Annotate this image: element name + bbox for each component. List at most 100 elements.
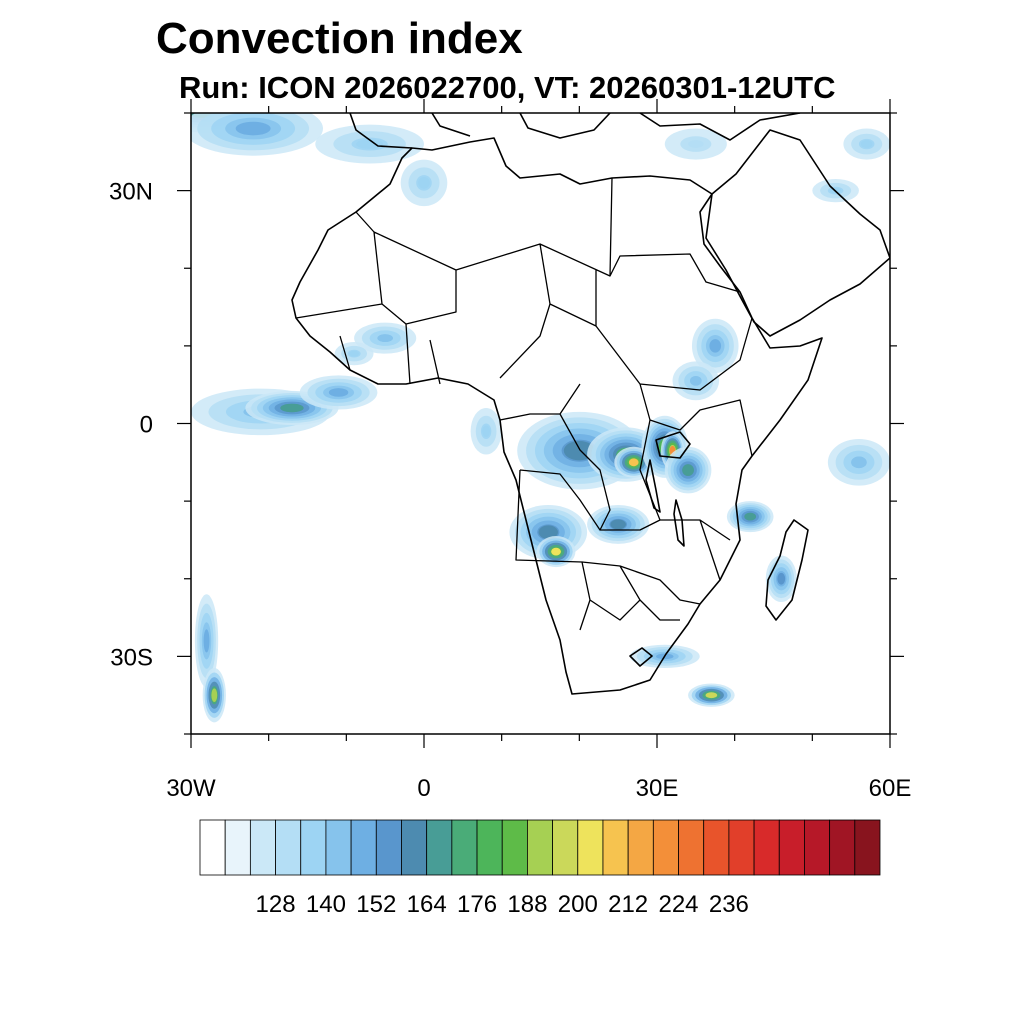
field-core bbox=[349, 350, 359, 357]
field-n-atlantic-band bbox=[191, 113, 324, 156]
colorbar-labels: 128 140 152 164 176 188 200 212 224 236 bbox=[256, 891, 749, 918]
field-tanzania bbox=[664, 446, 712, 494]
x-tick-label: 30W bbox=[166, 775, 216, 802]
colorbar-swatch bbox=[501, 819, 528, 876]
field-core bbox=[682, 464, 694, 476]
colorbar-swatch bbox=[275, 819, 302, 876]
colorbar-swatch bbox=[804, 819, 831, 876]
colorbar-swatch bbox=[678, 819, 705, 876]
colorbar-swatch bbox=[753, 819, 780, 876]
field-ethiopia-1 bbox=[691, 318, 739, 374]
field-core bbox=[482, 425, 491, 438]
field-core bbox=[860, 140, 873, 148]
colorbar-swatch bbox=[552, 819, 579, 876]
colorbar-swatch bbox=[703, 819, 730, 876]
field-core bbox=[563, 440, 595, 461]
map-subtitle: Run: ICON 2026022700, VT: 20260301-12UTC bbox=[179, 70, 836, 105]
field-w-africa-2 bbox=[334, 341, 374, 366]
field-core bbox=[235, 121, 271, 136]
colorbar-swatch bbox=[426, 819, 453, 876]
field-indian-ocean bbox=[827, 439, 890, 486]
colorbar-swatch bbox=[527, 819, 553, 876]
field-med-1 bbox=[315, 124, 424, 164]
arabia-coastline bbox=[705, 129, 890, 337]
field-ne-med bbox=[664, 128, 727, 160]
colorbar-swatch bbox=[401, 819, 428, 876]
colorbar-label: 200 bbox=[558, 891, 598, 918]
colorbar-swatch bbox=[451, 819, 478, 876]
field-core bbox=[418, 177, 430, 189]
field-core bbox=[211, 688, 218, 702]
axis-tick-labels: 30W 0 30E 60E 30N 0 30S bbox=[109, 179, 911, 802]
colorbar-label: 128 bbox=[256, 891, 296, 918]
field-core bbox=[688, 140, 704, 148]
lake-malawi bbox=[673, 499, 685, 547]
field-core bbox=[851, 456, 867, 469]
colorbar-swatch bbox=[476, 819, 503, 876]
field-core bbox=[538, 525, 558, 539]
colorbar-swatch bbox=[300, 819, 327, 876]
colorbar-swatch bbox=[778, 819, 805, 876]
field-madagascar bbox=[765, 555, 797, 603]
lake-tanganyika bbox=[645, 459, 661, 513]
field-s-atlantic-1 bbox=[194, 594, 219, 688]
field-core bbox=[377, 334, 393, 342]
field-core bbox=[705, 692, 718, 699]
y-tick-label: 30N bbox=[109, 179, 153, 206]
field-core bbox=[628, 458, 639, 467]
field-core bbox=[280, 403, 304, 413]
axis-ticks bbox=[177, 99, 904, 748]
field-morocco-coast bbox=[400, 159, 448, 207]
colorbar-swatch bbox=[728, 819, 755, 876]
field-core bbox=[356, 139, 384, 149]
x-tick-label: 30E bbox=[636, 775, 679, 802]
colorbar-label: 188 bbox=[507, 891, 547, 918]
convection-field-layer bbox=[191, 113, 890, 723]
colorbar bbox=[199, 819, 881, 876]
colorbar-label: 236 bbox=[709, 891, 749, 918]
colorbar-swatch bbox=[249, 819, 276, 876]
field-angola-2 bbox=[536, 536, 576, 568]
colorbar-swatch bbox=[652, 819, 679, 876]
colorbar-swatch bbox=[199, 819, 226, 876]
colorbar-swatch bbox=[577, 819, 604, 876]
field-core bbox=[690, 375, 702, 386]
field-itcz-ocean-3 bbox=[299, 375, 378, 410]
x-tick-label: 0 bbox=[417, 775, 430, 802]
field-core bbox=[203, 629, 210, 653]
colorbar-label: 176 bbox=[457, 891, 497, 918]
field-se-coast-1 bbox=[629, 644, 700, 669]
map-title: Convection index bbox=[156, 14, 523, 63]
europe-coastline bbox=[349, 113, 801, 149]
field-se-coast-2 bbox=[688, 683, 735, 707]
field-s-atlantic-2 bbox=[202, 668, 226, 723]
field-core bbox=[610, 519, 626, 530]
country-borders bbox=[295, 177, 753, 631]
colorbar-label: 164 bbox=[407, 891, 447, 918]
colorbar-swatch bbox=[854, 819, 881, 876]
field-core bbox=[744, 512, 757, 521]
colorbar-label: 224 bbox=[658, 891, 698, 918]
colorbar-swatch bbox=[375, 819, 402, 876]
colorbar-swatch bbox=[829, 819, 856, 876]
field-arabia-2 bbox=[843, 128, 890, 160]
coastline-layer bbox=[291, 113, 890, 695]
colorbar-label: 152 bbox=[356, 891, 396, 918]
field-w-africa-1 bbox=[354, 322, 417, 354]
field-core bbox=[777, 572, 786, 585]
field-core bbox=[709, 339, 722, 353]
colorbar-label: 140 bbox=[306, 891, 346, 918]
colorbar-swatch bbox=[224, 819, 251, 876]
y-tick-label: 0 bbox=[140, 412, 153, 439]
colorbar-label: 212 bbox=[608, 891, 648, 918]
y-tick-label: 30S bbox=[110, 644, 153, 671]
x-tick-label: 60E bbox=[869, 775, 912, 802]
lesotho-border bbox=[629, 647, 653, 667]
field-zambia bbox=[587, 505, 650, 544]
field-congo-c bbox=[614, 446, 654, 478]
field-core bbox=[328, 388, 349, 397]
field-core bbox=[551, 547, 561, 556]
colorbar-swatch bbox=[350, 819, 377, 876]
colorbar-swatch bbox=[602, 819, 629, 876]
